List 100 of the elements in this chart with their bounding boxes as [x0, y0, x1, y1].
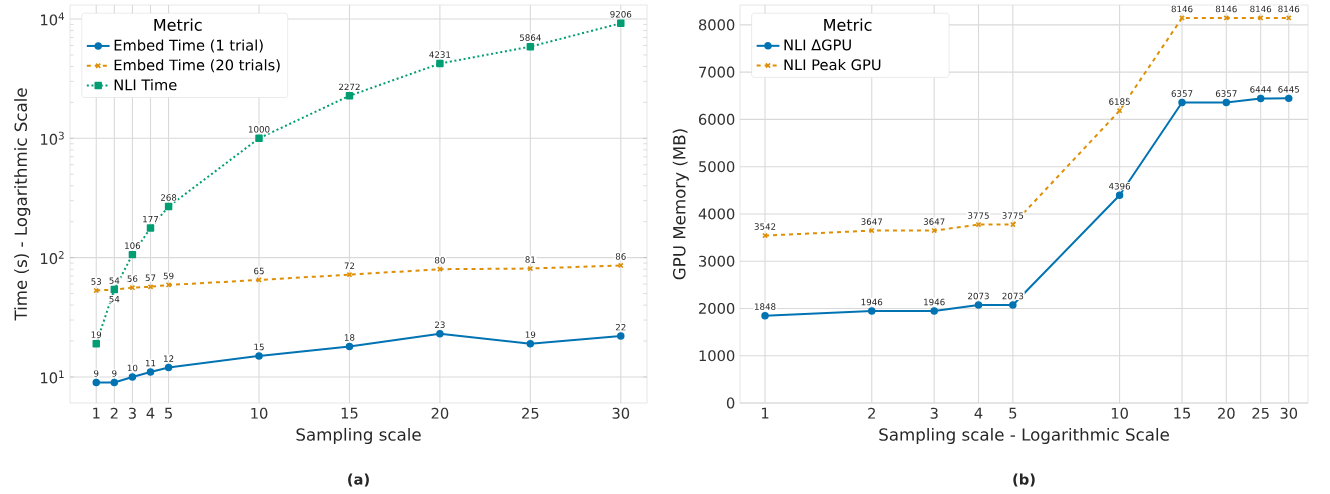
data-label: 268	[160, 194, 177, 201]
x-tick-label: 15	[341, 407, 358, 419]
x-tick-label: 25	[1252, 407, 1269, 419]
y-tick-label: 6000	[699, 113, 735, 125]
data-label: 53	[91, 278, 102, 285]
data-label: 80	[434, 256, 445, 264]
x-tick-label: 20	[431, 407, 449, 419]
data-label: 23	[435, 321, 445, 329]
data-label: 5864	[519, 34, 541, 41]
point	[526, 339, 535, 348]
point	[110, 378, 119, 387]
legend-label: NLI ΔGPU	[784, 39, 851, 51]
point	[526, 42, 535, 51]
data-label: 2073	[968, 292, 989, 300]
y-tick-label: 7000	[699, 66, 735, 78]
y-tick-label: 0	[726, 397, 735, 409]
legend-label: NLI Time	[114, 79, 177, 91]
point	[436, 330, 444, 338]
point	[128, 250, 137, 259]
x-tick-label: 5	[1009, 407, 1017, 419]
x-tick-label: 30	[1280, 407, 1298, 419]
legend-label: Embed Time (1 trial)	[114, 39, 263, 53]
x-axis-title: Sampling scale	[296, 427, 421, 445]
legend-label: NLI Peak GPU	[784, 58, 881, 71]
x-tick-label: 4	[974, 407, 983, 419]
point	[437, 266, 443, 273]
data-label: 1848	[754, 303, 776, 310]
point	[164, 363, 173, 372]
x-tick-label: 20	[1218, 407, 1235, 419]
data-label: 12	[164, 355, 174, 362]
data-label: 9	[94, 370, 99, 377]
y-tick-label: 10$^{3}$	[41, 131, 64, 145]
data-label: 3647	[861, 218, 883, 225]
y-tick-label: 4000	[698, 208, 735, 220]
x-tick-label: 3	[128, 407, 136, 419]
text: (b)	[1013, 473, 1035, 487]
data-label: 8146	[1171, 5, 1193, 13]
data-label: 57	[145, 274, 156, 282]
point	[345, 92, 354, 100]
data-label: 65	[254, 267, 264, 275]
data-label: 3647	[923, 218, 945, 225]
data-label: 72	[344, 262, 355, 269]
point	[617, 19, 625, 28]
point	[345, 342, 354, 351]
x-tick-label: 25	[522, 407, 539, 419]
data-label: 6185	[1109, 98, 1130, 105]
y-tick-label: 5000	[699, 161, 735, 173]
data-label: 15	[254, 343, 264, 351]
y-axis-title: Time (s) - Logarithmic Scale	[14, 88, 31, 321]
data-label: 19	[525, 331, 536, 338]
data-label: 1000	[248, 126, 270, 133]
data-label: 10	[127, 364, 138, 372]
data-label: 9	[112, 370, 117, 377]
data-label: 19	[91, 331, 102, 338]
y-tick-label: 8000	[698, 19, 735, 31]
point	[128, 373, 137, 381]
x-tick-label: 10	[1111, 407, 1128, 419]
data-label: 6357	[1171, 90, 1193, 97]
x-tick-label: 1	[761, 407, 769, 419]
data-label: 1946	[861, 298, 883, 306]
x-tick-label: 2	[868, 407, 875, 419]
data-label: 6445	[1278, 86, 1300, 93]
x-tick-label: 1	[93, 407, 100, 419]
point	[346, 271, 353, 278]
data-label: 3775	[968, 212, 989, 219]
data-label: 54	[109, 277, 120, 284]
y-axis-title: GPU Memory (MB)	[672, 129, 689, 280]
data-label: 18	[344, 334, 355, 341]
y-tick-label: 3000	[699, 255, 735, 267]
point	[129, 284, 136, 291]
data-label: 8146	[1278, 5, 1300, 13]
data-label: 8146	[1250, 5, 1272, 13]
data-label: 86	[615, 253, 626, 260]
data-label: 8146	[1215, 5, 1237, 13]
point	[436, 59, 444, 68]
data-label: 2272	[339, 83, 360, 91]
data-label: 3542	[754, 223, 776, 230]
data-label: 177	[143, 216, 159, 223]
x-tick-label: 15	[1174, 407, 1191, 419]
x-tick-label: 3	[930, 407, 938, 419]
data-label: 3775	[1002, 212, 1024, 219]
data-label: 81	[525, 256, 536, 263]
legend-title: Metric	[154, 18, 202, 31]
y-tick-label: 10$^{2}$	[41, 251, 64, 265]
point	[255, 352, 263, 360]
data-label: 22	[615, 323, 626, 331]
y-tick-label: 10$^{1}$	[41, 370, 64, 384]
x-axis-title: Sampling scale - Logarithmic Scale	[879, 427, 1169, 445]
point	[256, 277, 262, 283]
data-label: 56	[127, 275, 138, 282]
data-label: 4231	[429, 51, 451, 58]
point	[617, 332, 625, 340]
x-tick-label: 4	[146, 407, 155, 419]
y-tick-label: 10$^{4}$	[41, 12, 65, 26]
point	[527, 265, 534, 272]
data-label: 59	[163, 272, 174, 280]
point	[92, 378, 100, 387]
y-tick-label: 2000	[699, 302, 735, 315]
data-label: 4396	[1108, 182, 1131, 190]
x-tick-label: 10	[251, 407, 268, 419]
